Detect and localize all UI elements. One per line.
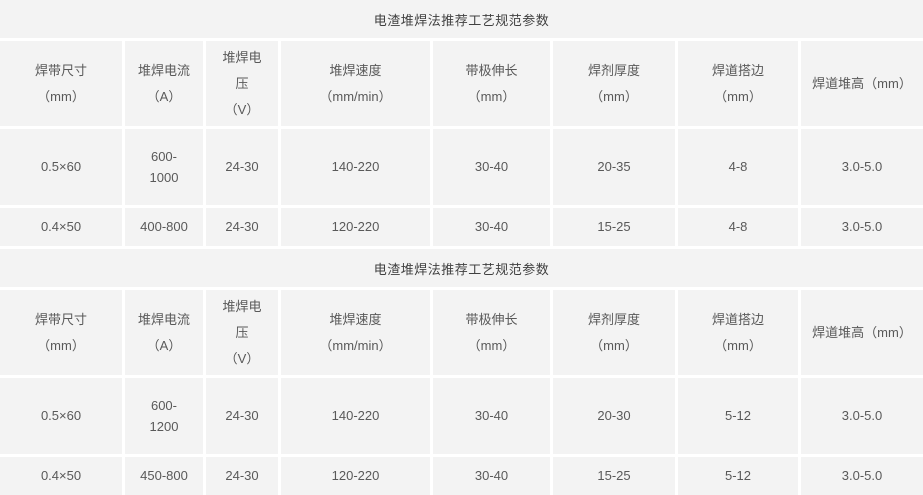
table-cell: 24-30 [206, 129, 278, 205]
column-header-voltage: 堆焊电 压 （V） [206, 41, 278, 126]
table-title: 电渣堆焊法推荐工艺规范参数 [0, 0, 923, 38]
column-header-strip-size: 焊带尺寸 （mm） [0, 41, 122, 126]
table-cell: 24-30 [206, 457, 278, 495]
table-cell: 0.4×50 [0, 208, 122, 246]
column-header-current: 堆焊电流 （A） [125, 41, 203, 126]
table-cell: 3.0-5.0 [801, 208, 923, 246]
table-cell: 15-25 [553, 208, 675, 246]
table-cell: 600- 1200 [125, 378, 203, 454]
column-header-speed: 堆焊速度 （mm/min） [281, 41, 430, 126]
column-header-stickout: 带极伸长 （mm） [433, 290, 550, 375]
table-cell: 30-40 [433, 208, 550, 246]
table-cell: 24-30 [206, 208, 278, 246]
table-cell: 600- 1000 [125, 129, 203, 205]
table-cell: 3.0-5.0 [801, 129, 923, 205]
table-grid: 焊带尺寸 （mm） 堆焊电流 （A） 堆焊电 压 （V） 堆焊速度 （mm/mi… [0, 41, 923, 246]
column-header-flux-thickness: 焊剂厚度 （mm） [553, 41, 675, 126]
process-table-1: 电渣堆焊法推荐工艺规范参数 焊带尺寸 （mm） 堆焊电流 （A） 堆焊电 压 （… [0, 0, 923, 246]
table-cell: 15-25 [553, 457, 675, 495]
column-header-bead-overlap: 焊道搭边 （mm） [678, 290, 798, 375]
table-cell: 400-800 [125, 208, 203, 246]
table-cell: 140-220 [281, 378, 430, 454]
table-cell: 450-800 [125, 457, 203, 495]
table-cell: 3.0-5.0 [801, 378, 923, 454]
column-header-flux-thickness: 焊剂厚度 （mm） [553, 290, 675, 375]
table-grid: 焊带尺寸 （mm） 堆焊电流 （A） 堆焊电 压 （V） 堆焊速度 （mm/mi… [0, 290, 923, 495]
column-header-bead-height: 焊道堆高（mm） [801, 290, 923, 375]
column-header-stickout: 带极伸长 （mm） [433, 41, 550, 126]
table-cell: 0.5×60 [0, 378, 122, 454]
table-cell: 4-8 [678, 208, 798, 246]
column-header-voltage: 堆焊电 压 （V） [206, 290, 278, 375]
column-header-bead-height: 焊道堆高（mm） [801, 41, 923, 126]
table-cell: 0.4×50 [0, 457, 122, 495]
table-cell: 5-12 [678, 378, 798, 454]
column-header-speed: 堆焊速度 （mm/min） [281, 290, 430, 375]
table-cell: 20-30 [553, 378, 675, 454]
column-header-bead-overlap: 焊道搭边 （mm） [678, 41, 798, 126]
table-cell: 20-35 [553, 129, 675, 205]
table-cell: 30-40 [433, 457, 550, 495]
table-cell: 140-220 [281, 129, 430, 205]
process-table-2: 电渣堆焊法推荐工艺规范参数 焊带尺寸 （mm） 堆焊电流 （A） 堆焊电 压 （… [0, 249, 923, 495]
column-header-strip-size: 焊带尺寸 （mm） [0, 290, 122, 375]
table-title: 电渣堆焊法推荐工艺规范参数 [0, 249, 923, 287]
table-cell: 120-220 [281, 208, 430, 246]
table-cell: 30-40 [433, 378, 550, 454]
table-cell: 5-12 [678, 457, 798, 495]
table-cell: 3.0-5.0 [801, 457, 923, 495]
table-cell: 30-40 [433, 129, 550, 205]
table-cell: 4-8 [678, 129, 798, 205]
table-cell: 120-220 [281, 457, 430, 495]
table-cell: 24-30 [206, 378, 278, 454]
table-cell: 0.5×60 [0, 129, 122, 205]
column-header-current: 堆焊电流 （A） [125, 290, 203, 375]
